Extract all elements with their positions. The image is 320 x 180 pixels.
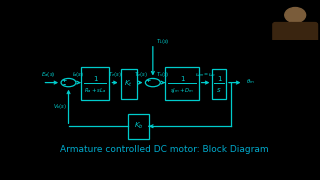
Text: $K_b$: $K_b$ xyxy=(134,121,143,131)
Text: +: + xyxy=(61,78,67,83)
Text: 1: 1 xyxy=(217,76,221,82)
Bar xyxy=(212,69,226,98)
Text: $T_e(s)$: $T_e(s)$ xyxy=(108,70,122,79)
Text: $R_a+sL_a$: $R_a+sL_a$ xyxy=(84,86,106,95)
Ellipse shape xyxy=(285,8,306,22)
Bar xyxy=(165,67,199,100)
Text: $T_e(s)$: $T_e(s)$ xyxy=(134,70,148,79)
Text: -: - xyxy=(63,80,66,89)
Text: $\theta_m$: $\theta_m$ xyxy=(246,77,255,86)
Bar xyxy=(128,114,149,139)
Text: -: - xyxy=(152,75,155,84)
Text: 1: 1 xyxy=(93,76,97,82)
Text: $E_a(s)$: $E_a(s)$ xyxy=(41,70,56,79)
Text: Armature controlled DC motor: Block Diagram: Armature controlled DC motor: Block Diag… xyxy=(60,145,268,154)
Text: +: + xyxy=(146,78,151,83)
Text: $sJ_m+D_m$: $sJ_m+D_m$ xyxy=(170,86,194,95)
Text: $K_t$: $K_t$ xyxy=(124,78,133,89)
Text: $\omega_m=\omega_c$: $\omega_m=\omega_c$ xyxy=(195,71,216,79)
Bar xyxy=(81,67,109,100)
Text: $V_b(s)$: $V_b(s)$ xyxy=(53,102,67,111)
Text: 1: 1 xyxy=(180,76,184,82)
Text: $T_L(s)$: $T_L(s)$ xyxy=(156,37,169,46)
Text: $T_s(s)$: $T_s(s)$ xyxy=(156,70,170,79)
FancyBboxPatch shape xyxy=(273,22,317,42)
Text: $s$: $s$ xyxy=(216,86,222,94)
Text: $I_a(s)$: $I_a(s)$ xyxy=(72,70,84,79)
Bar xyxy=(121,69,137,98)
